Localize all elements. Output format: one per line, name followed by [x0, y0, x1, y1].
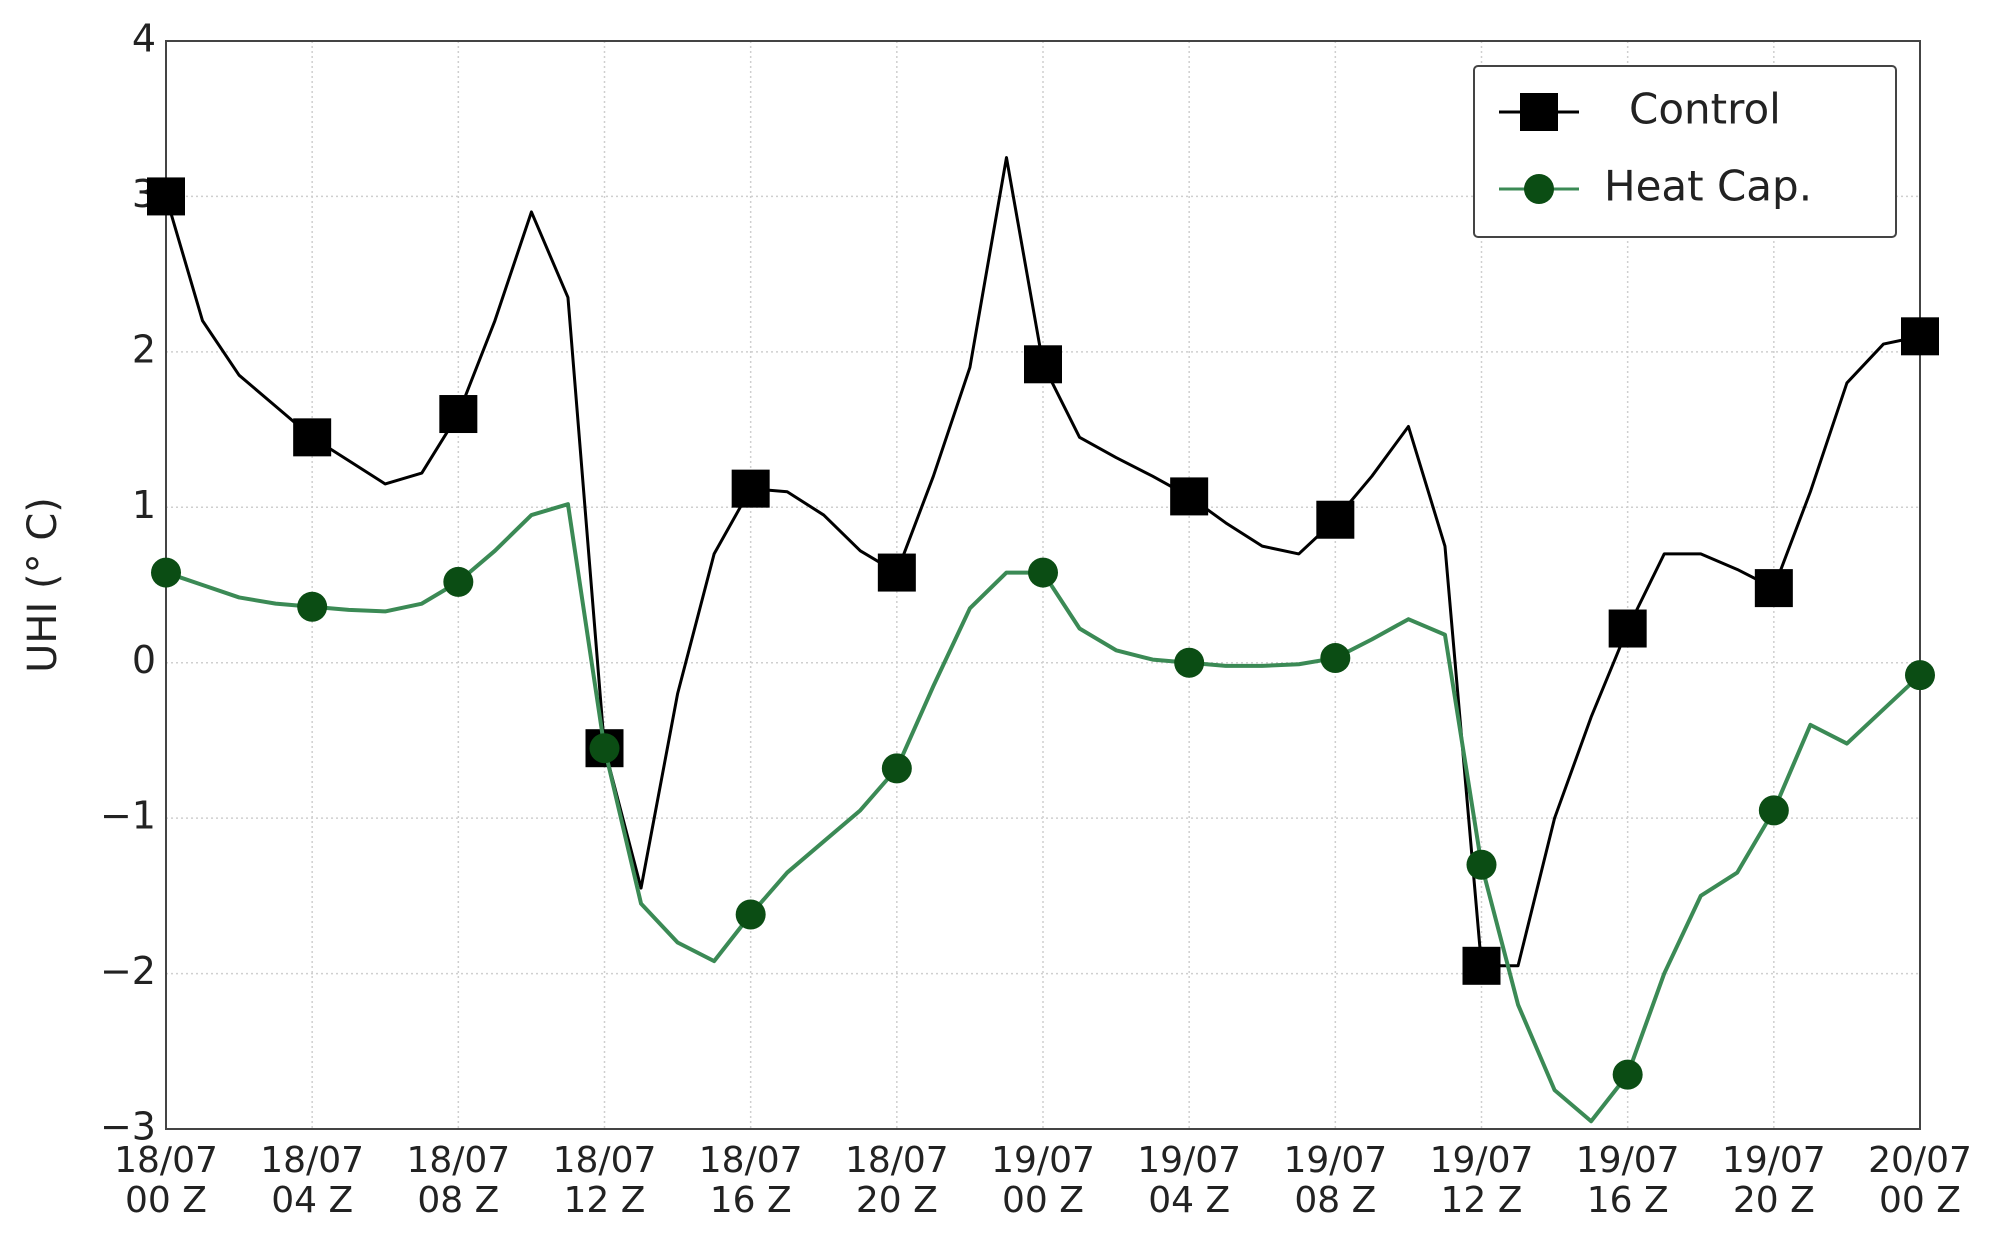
x-tick-label: 19/07 16 Z: [1575, 1140, 1680, 1221]
y-tick-label: −3: [100, 1105, 156, 1149]
x-tick-label: 19/07 20 Z: [1721, 1140, 1826, 1221]
data-point: [877, 553, 916, 592]
y-tick-label: 1: [132, 483, 156, 527]
data-point: [443, 566, 474, 597]
x-tick-label: 20/07 00 Z: [1868, 1140, 1972, 1221]
data-point: [1024, 345, 1062, 384]
data-point: [1462, 946, 1501, 985]
y-axis-label: UHI (° C): [20, 497, 66, 673]
data-point: [731, 469, 770, 508]
x-tick-label: 18/07 12 Z: [552, 1140, 657, 1221]
data-point: [1170, 477, 1209, 516]
data-point: [1901, 317, 1939, 356]
y-tick-label: 2: [132, 327, 156, 371]
data-point: [1608, 609, 1647, 648]
x-tick-label: 19/07 12 Z: [1429, 1140, 1534, 1221]
y-tick-label: 0: [132, 638, 156, 682]
x-tick-label: 18/07 04 Z: [260, 1140, 365, 1221]
data-point: [1612, 1059, 1643, 1090]
data-point: [147, 177, 185, 216]
data-point: [1758, 795, 1789, 826]
data-point: [1320, 643, 1351, 674]
y-tick-label: 4: [132, 17, 156, 61]
x-tick-label: 19/07 08 Z: [1283, 1140, 1388, 1221]
legend-label: Heat Cap.: [1604, 162, 1812, 211]
legend-marker: [1520, 93, 1558, 131]
data-point: [1174, 647, 1205, 678]
x-tick-label: 18/07 08 Z: [406, 1140, 511, 1221]
x-tick-label: 18/07 16 Z: [698, 1140, 803, 1221]
data-point: [1028, 557, 1058, 588]
x-tick-label: 18/07 00 Z: [114, 1140, 218, 1221]
x-tick-label: 19/07 00 Z: [991, 1140, 1095, 1221]
data-point: [589, 733, 620, 764]
x-tick-label: 18/07 20 Z: [844, 1140, 949, 1221]
data-point: [735, 899, 766, 930]
data-point: [1316, 500, 1355, 539]
legend-marker: [1524, 174, 1554, 204]
data-point: [151, 557, 181, 588]
y-tick-label: −1: [100, 794, 156, 838]
data-point: [1754, 569, 1793, 608]
data-point: [881, 753, 912, 784]
data-point: [1466, 849, 1497, 880]
data-point: [293, 418, 332, 457]
data-point: [1905, 660, 1935, 691]
y-tick-label: −2: [100, 949, 156, 993]
legend-label: Control: [1629, 85, 1781, 134]
data-point: [297, 591, 328, 622]
legend-box: [1473, 65, 1897, 238]
data-point: [439, 395, 478, 434]
x-tick-label: 19/07 04 Z: [1137, 1140, 1242, 1221]
